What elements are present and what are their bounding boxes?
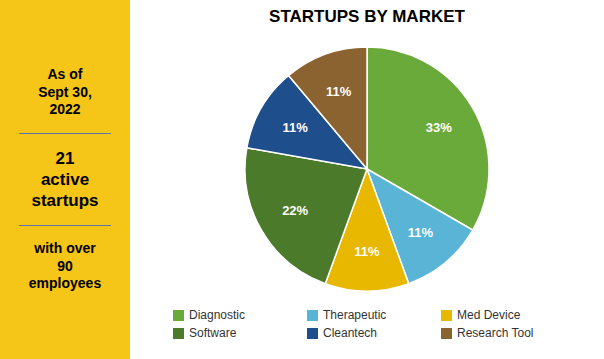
html-text:STARTUPS BY MARKET: STARTUPS BY MARKET <box>269 7 465 26</box>
html-text:Therapeutic: Therapeutic <box>323 308 387 322</box>
html-text:21 active startups: 21 active startups <box>31 148 99 211</box>
html-text:Cleantech: Cleantech <box>323 326 377 340</box>
html-text:Med Device: Med Device <box>457 308 521 322</box>
svg-text:11%: 11% <box>408 225 434 240</box>
svg-text:11%: 11% <box>354 244 380 259</box>
svg-text:22%: 22% <box>282 203 308 218</box>
html-text:Software: Software <box>189 326 237 340</box>
svg-text:11%: 11% <box>282 120 308 135</box>
html-text:with over 90 employees: with over 90 employees <box>28 240 102 292</box>
svg-text:11%: 11% <box>326 84 352 99</box>
html-text:Diagnostic: Diagnostic <box>189 308 245 322</box>
html-text:As of Sept 30, 2022: As of Sept 30, 2022 <box>38 66 92 118</box>
html-text:Research Tool: Research Tool <box>457 326 534 340</box>
svg-text:33%: 33% <box>426 120 452 135</box>
